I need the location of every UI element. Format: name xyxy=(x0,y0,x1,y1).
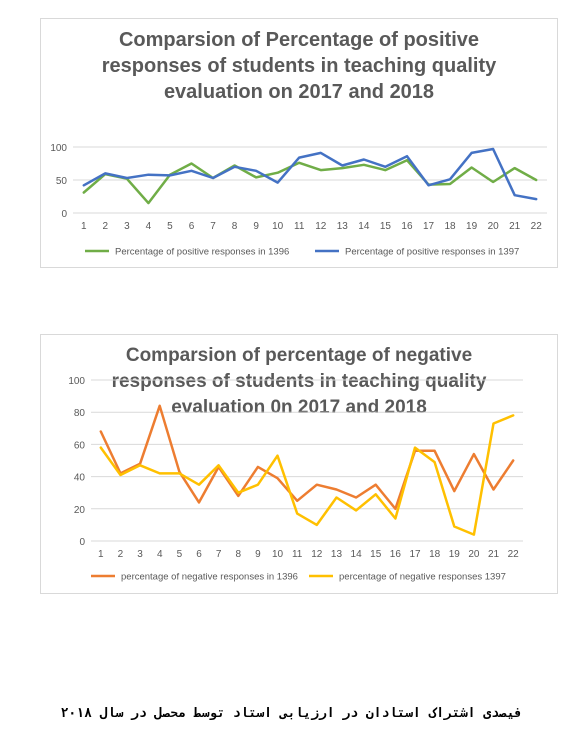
x-tick-label: 17 xyxy=(423,221,435,232)
x-tick-label: 22 xyxy=(531,221,543,232)
x-tick-label: 1 xyxy=(81,221,87,232)
x-tick-label: 21 xyxy=(488,549,500,560)
x-tick-label: 9 xyxy=(253,221,259,232)
x-tick-label: 12 xyxy=(315,221,327,232)
series-line xyxy=(82,158,538,205)
x-tick-label: 5 xyxy=(177,549,183,560)
x-tick-label: 15 xyxy=(370,549,382,560)
y-tick-label: 20 xyxy=(74,505,86,516)
x-tick-label: 4 xyxy=(157,549,163,560)
x-tick-label: 15 xyxy=(380,221,392,232)
x-tick-label: 20 xyxy=(488,221,500,232)
x-tick-label: 8 xyxy=(232,221,238,232)
chart-title-line: responses of students in teaching qualit… xyxy=(111,371,487,392)
chart-title-line: evaluation on 2017 and 2018 xyxy=(163,81,435,103)
x-tick-label: 7 xyxy=(216,549,222,560)
x-tick-label: 10 xyxy=(272,549,284,560)
legend-label: percentage of negative responses in 1396 xyxy=(121,572,298,583)
figure-caption: فیصدی اشتراک استادان در ارزیابی استاد تو… xyxy=(60,706,523,721)
x-tick-label: 2 xyxy=(103,221,109,232)
x-tick-label: 19 xyxy=(466,221,478,232)
x-tick-label: 7 xyxy=(210,221,216,232)
x-tick-label: 16 xyxy=(390,549,402,560)
x-tick-label: 14 xyxy=(351,549,363,560)
chart-title: Comparsion of percentage of negative res… xyxy=(41,343,557,421)
chart-title-line: Comparsion of percentage of negative xyxy=(125,345,473,366)
x-tick-label: 6 xyxy=(196,549,202,560)
x-tick-label: 6 xyxy=(189,221,195,232)
x-tick-label: 19 xyxy=(449,549,461,560)
positive-responses-chart: Comparsion of Percentage of positive res… xyxy=(40,18,558,268)
legend-label: percentage of negative responses 1397 xyxy=(339,572,506,583)
x-tick-label: 13 xyxy=(337,221,349,232)
y-tick-label: 60 xyxy=(74,440,86,451)
y-tick-label: 0 xyxy=(61,209,67,220)
y-tick-label: 100 xyxy=(50,143,67,154)
chart-title-line: evaluation 0n 2017 and 2018 xyxy=(171,397,427,418)
y-tick-label: 100 xyxy=(68,376,85,387)
x-tick-label: 18 xyxy=(444,221,456,232)
x-tick-label: 16 xyxy=(401,221,413,232)
x-tick-label: 2 xyxy=(118,549,124,560)
x-tick-label: 9 xyxy=(255,549,261,560)
series-line xyxy=(99,414,515,536)
x-tick-label: 11 xyxy=(294,221,305,232)
x-tick-label: 11 xyxy=(292,549,303,560)
legend-label: Percentage of positive responses in 1396 xyxy=(115,247,289,258)
legend-label: Percentage of positive responses in 1397 xyxy=(345,247,519,258)
chart-title-line: responses of students in teaching qualit… xyxy=(101,55,497,77)
x-tick-label: 14 xyxy=(358,221,370,232)
x-tick-label: 21 xyxy=(509,221,521,232)
series-line xyxy=(99,404,515,511)
x-tick-label: 10 xyxy=(272,221,284,232)
x-tick-label: 18 xyxy=(429,549,441,560)
negative-responses-chart: Comparsion of percentage of negative res… xyxy=(40,334,558,594)
x-tick-label: 5 xyxy=(167,221,173,232)
x-tick-label: 17 xyxy=(409,549,421,560)
y-tick-label: 50 xyxy=(56,176,68,187)
chart-title-line: Comparsion of Percentage of positive xyxy=(118,29,480,51)
series-line xyxy=(82,147,538,201)
x-tick-label: 4 xyxy=(146,221,152,232)
x-tick-label: 1 xyxy=(98,549,104,560)
x-tick-label: 22 xyxy=(508,549,520,560)
y-tick-label: 80 xyxy=(74,408,86,419)
x-tick-label: 12 xyxy=(311,549,323,560)
x-tick-label: 8 xyxy=(235,549,241,560)
y-tick-label: 0 xyxy=(79,537,85,548)
x-tick-label: 3 xyxy=(124,221,130,232)
chart-title: Comparsion of Percentage of positive res… xyxy=(41,27,557,105)
x-tick-label: 3 xyxy=(137,549,143,560)
x-tick-label: 13 xyxy=(331,549,343,560)
y-tick-label: 40 xyxy=(74,473,86,484)
x-tick-label: 20 xyxy=(468,549,480,560)
